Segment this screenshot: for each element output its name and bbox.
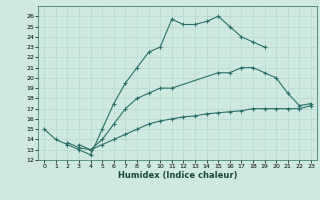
X-axis label: Humidex (Indice chaleur): Humidex (Indice chaleur)	[118, 171, 237, 180]
